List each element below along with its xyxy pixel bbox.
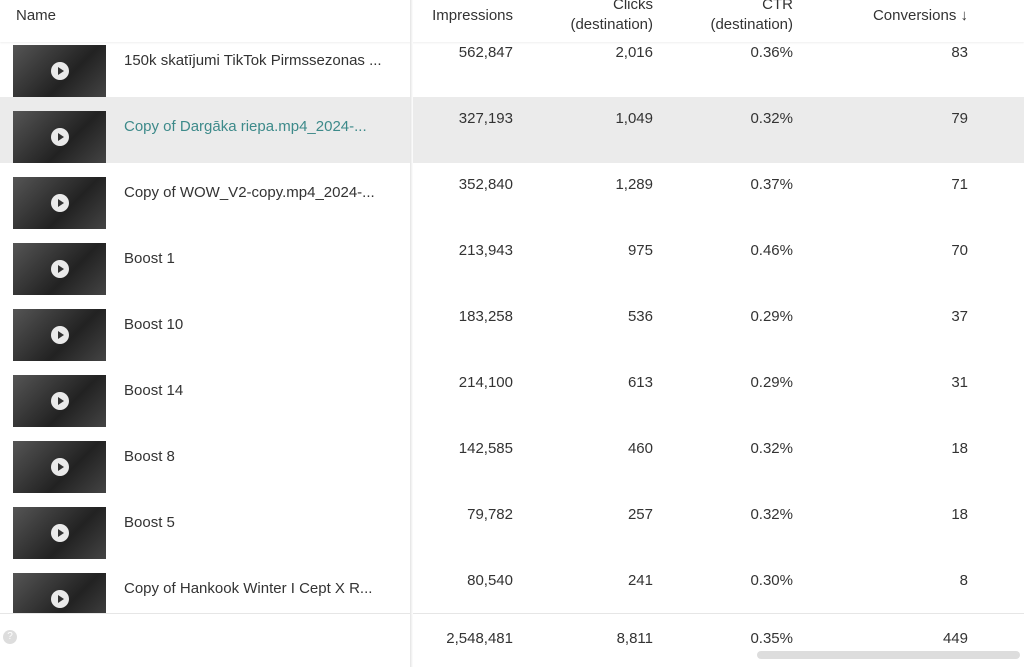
help-icon[interactable]: ?	[3, 630, 17, 644]
table-row[interactable]: Boost 8 142,585 460 0.32% 18	[0, 427, 1024, 494]
cell-value: 18	[951, 440, 968, 457]
column-header[interactable]: Impressions	[432, 7, 513, 24]
scrollbar[interactable]	[757, 651, 1020, 659]
thumbnail	[13, 309, 106, 361]
play-triangle	[58, 133, 64, 141]
cell-value: 79,782	[467, 506, 513, 523]
play-triangle	[58, 595, 64, 603]
total-value: 0.35%	[750, 630, 793, 647]
column-header[interactable]: Name	[16, 7, 57, 24]
cell-value: 2,016	[615, 44, 653, 61]
cell-value: 0.29%	[750, 374, 793, 391]
thumbnail	[13, 375, 106, 427]
creative-name[interactable]: Boost 1	[124, 250, 175, 267]
play-triangle	[58, 397, 64, 405]
thumbnail	[13, 177, 106, 229]
table-row[interactable]: Boost 14 214,100 613 0.29% 31	[0, 361, 1024, 428]
play-triangle	[58, 529, 64, 537]
cell-value: 1,289	[615, 176, 653, 193]
total-value: 8,811	[616, 630, 653, 647]
cell-value: 562,847	[458, 44, 513, 61]
play-icon	[51, 590, 69, 608]
play-icon	[51, 326, 69, 344]
table-row[interactable]: Boost 10 183,258 536 0.29% 37	[0, 295, 1024, 362]
creative-name[interactable]: Copy of Hankook Winter I Cept X R...	[124, 580, 373, 597]
thumbnail	[13, 45, 106, 97]
play-triangle	[58, 331, 64, 339]
play-icon	[51, 524, 69, 542]
creative-name[interactable]: Boost 14	[124, 382, 184, 399]
cell-value: 79	[951, 110, 968, 127]
cell-value: 975	[627, 242, 653, 259]
cell-value: 0.29%	[750, 308, 793, 325]
table-row[interactable]: Boost 1 213,943 975 0.46% 70	[0, 229, 1024, 296]
cell-value: 327,193	[458, 110, 513, 127]
play-icon	[51, 392, 69, 410]
cell-value: 0.32%	[750, 110, 793, 127]
play-icon	[51, 260, 69, 278]
column-header[interactable]: Conversions ↓	[872, 7, 968, 24]
cell-value: 536	[627, 308, 653, 325]
cell-value: 31	[951, 374, 968, 391]
play-icon	[51, 128, 69, 146]
play-triangle	[58, 265, 64, 273]
thumbnail	[13, 441, 106, 493]
cell-value: 70	[951, 242, 968, 259]
cell-value: 0.32%	[750, 506, 793, 523]
column-header[interactable]: CTR	[762, 0, 793, 13]
column-header[interactable]: Clicks	[613, 0, 653, 13]
cell-value: 8	[959, 572, 968, 589]
total-value: 449	[942, 630, 968, 647]
cell-value: 80,540	[467, 572, 513, 589]
total-value: 2,548,481	[446, 630, 513, 647]
cell-value: 257	[627, 506, 653, 523]
creative-name[interactable]: Copy of Dargāka riepa.mp4_2024-...	[124, 118, 367, 135]
cell-value: 0.32%	[750, 440, 793, 457]
creative-name[interactable]: 150k skatījumi TikTok Pirmssezonas ...	[124, 52, 382, 69]
cell-value: 83	[951, 44, 968, 61]
creative-name[interactable]: Copy of WOW_V2-copy.mp4_2024-...	[124, 184, 375, 201]
cell-value: 214,100	[458, 374, 513, 391]
cell-value: 183,258	[458, 308, 513, 325]
cell-value: 142,585	[458, 440, 513, 457]
creative-name[interactable]: Boost 5	[124, 514, 175, 531]
cell-value: 71	[951, 176, 968, 193]
play-icon	[51, 62, 69, 80]
cell-value: 241	[627, 572, 653, 589]
cell-value: 0.36%	[750, 44, 793, 61]
play-triangle	[58, 463, 64, 471]
cell-value: 0.37%	[750, 176, 793, 193]
cell-value: 613	[627, 374, 653, 391]
table-row[interactable]: Boost 5 79,782 257 0.32% 18	[0, 493, 1024, 560]
play-triangle	[58, 199, 64, 207]
cell-value: 460	[627, 440, 653, 457]
play-triangle	[58, 67, 64, 75]
play-icon	[51, 458, 69, 476]
play-icon	[51, 194, 69, 212]
creative-name[interactable]: Boost 10	[124, 316, 184, 333]
cell-value: 0.46%	[750, 242, 793, 259]
header-row: Name Impressions Clicks (destination) CTR (de…	[0, 0, 1024, 42]
column-header[interactable]: (destination)	[570, 16, 653, 33]
thumbnail	[13, 243, 106, 295]
cell-value: 37	[951, 308, 968, 325]
column-header[interactable]: (destination)	[710, 16, 793, 33]
table-row[interactable]: Copy of Dargāka riepa.mp4_2024-... 327,19…	[0, 97, 1024, 164]
creative-name[interactable]: Boost 8	[124, 448, 175, 465]
cell-value: 0.30%	[750, 572, 793, 589]
cell-value: 352,840	[458, 176, 513, 193]
table-row[interactable]: Copy of WOW_V2-copy.mp4_2024-... 352,840 1…	[0, 163, 1024, 230]
cell-value: 213,943	[458, 242, 513, 259]
thumbnail	[13, 111, 106, 163]
cell-value: 1,049	[615, 110, 653, 127]
column-shadow	[410, 0, 413, 667]
cell-value: 18	[951, 506, 968, 523]
thumbnail	[13, 507, 106, 559]
